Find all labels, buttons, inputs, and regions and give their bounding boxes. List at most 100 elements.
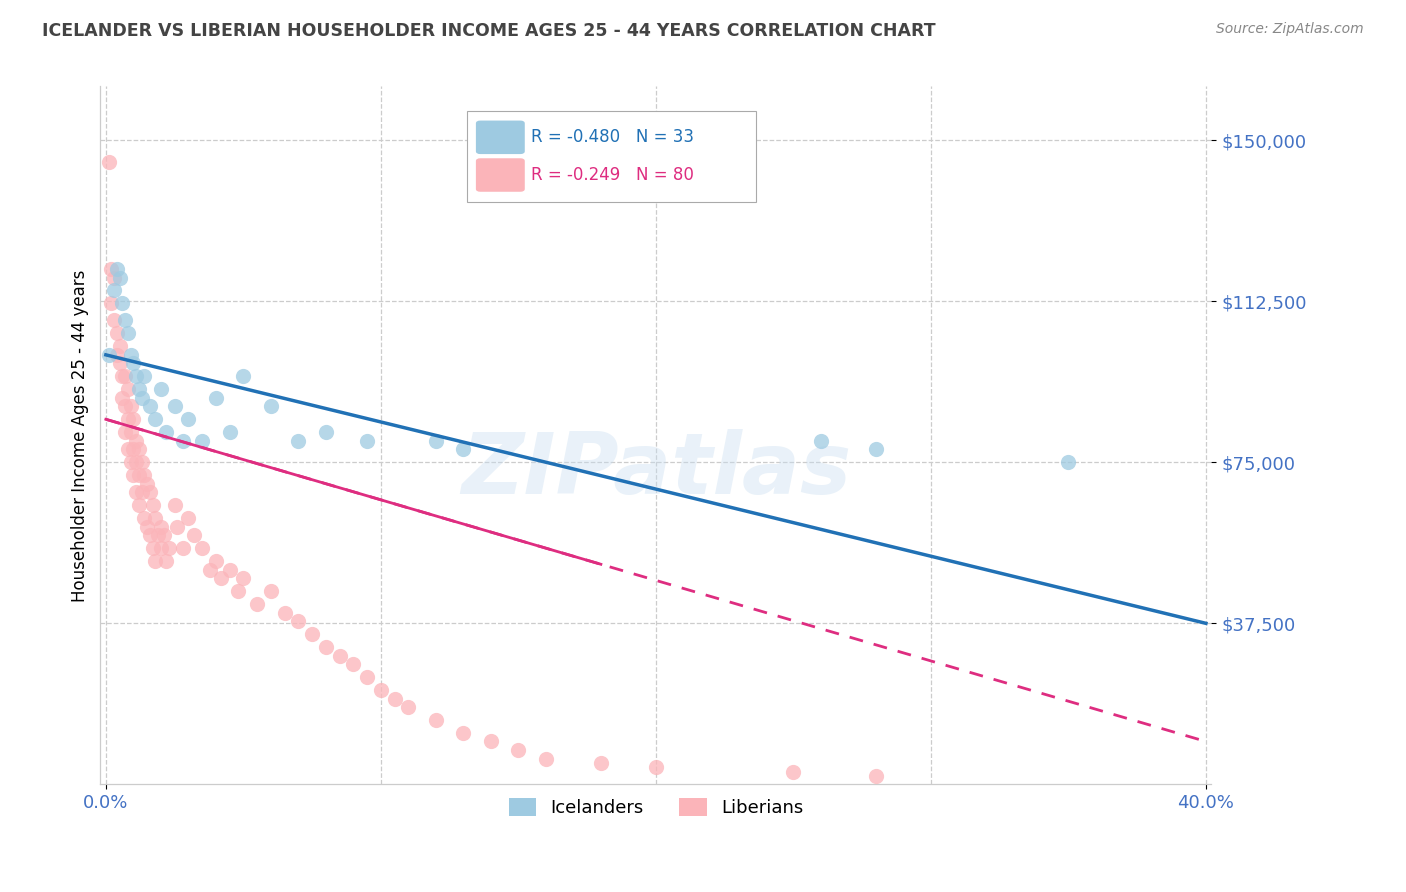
Y-axis label: Householder Income Ages 25 - 44 years: Householder Income Ages 25 - 44 years <box>72 269 89 601</box>
Point <box>136 519 159 533</box>
FancyBboxPatch shape <box>475 120 524 154</box>
Point <box>342 657 364 672</box>
Point <box>97 348 120 362</box>
Point <box>108 356 131 370</box>
Point <box>157 541 180 556</box>
Text: Source: ZipAtlas.com: Source: ZipAtlas.com <box>1216 22 1364 37</box>
Point <box>142 498 165 512</box>
Point <box>103 270 125 285</box>
Point <box>149 519 172 533</box>
Point <box>142 541 165 556</box>
Point <box>384 691 406 706</box>
Point <box>114 369 136 384</box>
Point <box>122 356 145 370</box>
Point <box>218 425 240 439</box>
Point <box>226 584 249 599</box>
Point <box>232 369 254 384</box>
Point <box>105 326 128 341</box>
Point <box>134 369 156 384</box>
Point <box>810 434 832 448</box>
Point <box>136 476 159 491</box>
Point <box>782 764 804 779</box>
Point <box>370 682 392 697</box>
Point <box>128 382 150 396</box>
Point <box>128 498 150 512</box>
Point <box>125 369 148 384</box>
Point <box>287 614 309 628</box>
Point <box>246 597 269 611</box>
Point <box>865 442 887 457</box>
Point <box>97 154 120 169</box>
Point <box>356 434 378 448</box>
Point <box>139 485 162 500</box>
Point <box>139 528 162 542</box>
Point <box>143 511 166 525</box>
Point <box>122 442 145 457</box>
Point <box>143 554 166 568</box>
Point <box>131 485 153 500</box>
Point <box>260 400 283 414</box>
Point <box>111 296 134 310</box>
Point <box>155 425 177 439</box>
Point <box>122 412 145 426</box>
Point <box>111 369 134 384</box>
Point <box>329 648 352 663</box>
Point <box>117 382 139 396</box>
Point <box>120 425 142 439</box>
Legend: Icelanders, Liberians: Icelanders, Liberians <box>502 790 810 824</box>
Point <box>111 391 134 405</box>
Point <box>425 713 447 727</box>
Point <box>166 519 188 533</box>
Point <box>205 391 228 405</box>
Point <box>172 541 194 556</box>
Point <box>131 455 153 469</box>
Point <box>287 434 309 448</box>
Text: ICELANDER VS LIBERIAN HOUSEHOLDER INCOME AGES 25 - 44 YEARS CORRELATION CHART: ICELANDER VS LIBERIAN HOUSEHOLDER INCOME… <box>42 22 936 40</box>
Point <box>120 400 142 414</box>
Point <box>425 434 447 448</box>
Point <box>149 382 172 396</box>
Point <box>1057 455 1080 469</box>
Point <box>163 400 186 414</box>
Point <box>479 734 502 748</box>
Point <box>117 326 139 341</box>
Point <box>172 434 194 448</box>
Point <box>103 284 125 298</box>
Point <box>205 554 228 568</box>
Point <box>125 485 148 500</box>
Point <box>356 670 378 684</box>
Point <box>105 261 128 276</box>
Point <box>183 528 205 542</box>
Point <box>125 455 148 469</box>
Point <box>117 412 139 426</box>
Point <box>273 606 295 620</box>
Point <box>134 511 156 525</box>
Point <box>114 425 136 439</box>
Point <box>152 528 174 542</box>
Point <box>163 498 186 512</box>
Point <box>644 760 666 774</box>
FancyBboxPatch shape <box>475 158 524 192</box>
Text: ZIPatlas: ZIPatlas <box>461 429 851 512</box>
Point <box>139 400 162 414</box>
Point <box>589 756 612 770</box>
Point <box>508 743 530 757</box>
Point <box>315 425 337 439</box>
Point <box>108 339 131 353</box>
Point <box>209 571 232 585</box>
Point <box>232 571 254 585</box>
Point <box>146 528 169 542</box>
Point <box>117 442 139 457</box>
Point <box>149 541 172 556</box>
Point <box>114 313 136 327</box>
Point <box>177 511 200 525</box>
Text: R = -0.480   N = 33: R = -0.480 N = 33 <box>531 128 695 146</box>
Point <box>122 468 145 483</box>
Point <box>218 563 240 577</box>
Point <box>453 726 475 740</box>
Point <box>191 434 214 448</box>
Point <box>108 270 131 285</box>
Point <box>200 563 222 577</box>
Point <box>100 296 122 310</box>
Point <box>103 313 125 327</box>
